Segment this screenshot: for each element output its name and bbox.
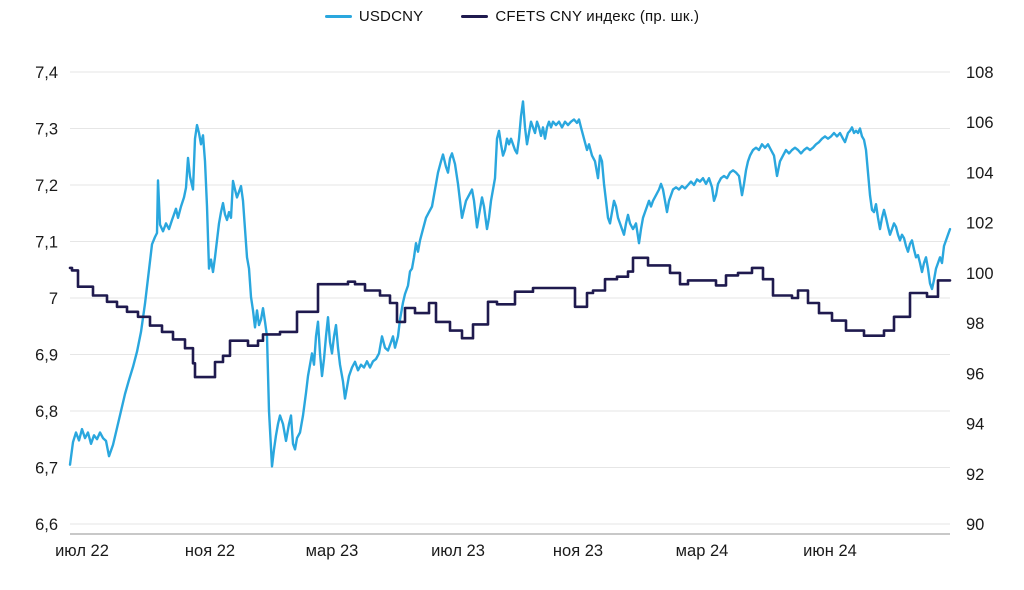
y-axis-label-left: 7,2 (35, 177, 58, 195)
x-axis-label: июн 24 (803, 542, 857, 560)
chart-legend: USDCNY CFETS CNY индекс (пр. шк.) (0, 8, 1024, 25)
y-axis-label-right: 104 (966, 164, 994, 182)
cfets-line-swatch (461, 15, 489, 18)
x-axis-label: мар 23 (306, 542, 359, 560)
y-axis-label-left: 6,9 (35, 347, 58, 365)
y-axis-label-left: 6,8 (35, 403, 58, 421)
cfets-line (68, 256, 952, 379)
y-axis-label-right: 96 (966, 365, 984, 383)
y-axis-label-left: 6,7 (35, 460, 58, 478)
y-axis-label-right: 106 (966, 114, 994, 132)
y-axis-label-right: 100 (966, 265, 994, 283)
x-axis-label: ноя 23 (553, 542, 603, 560)
x-axis-label: июл 23 (431, 542, 485, 560)
y-axis-label-left: 7 (49, 290, 58, 308)
y-axis-label-left: 6,6 (35, 516, 58, 534)
y-axis-label-right: 102 (966, 215, 994, 233)
legend-label-cfets: CFETS CNY индекс (пр. шк.) (495, 8, 700, 25)
x-axis-label: мар 24 (676, 542, 729, 560)
legend-item-cfets: CFETS CNY индекс (пр. шк.) (461, 8, 699, 25)
usdcny-line (68, 100, 952, 468)
usdcny-line-swatch (324, 15, 352, 18)
x-axis-label: июл 22 (55, 542, 109, 560)
legend-label-usdcny: USDCNY (358, 8, 424, 25)
y-axis-label-left: 7,1 (35, 234, 58, 252)
x-axis-label: ноя 22 (185, 542, 235, 560)
y-axis-label-right: 92 (966, 466, 984, 484)
y-axis-label-left: 7,4 (35, 64, 58, 82)
y-axis-label-right: 98 (966, 315, 984, 333)
y-axis-label-right: 108 (966, 64, 994, 82)
y-axis-label-right: 90 (966, 516, 984, 534)
y-axis-label-right: 94 (966, 416, 984, 434)
y-axis-label-left: 7,3 (35, 121, 58, 139)
legend-item-usdcny: USDCNY (324, 8, 424, 25)
